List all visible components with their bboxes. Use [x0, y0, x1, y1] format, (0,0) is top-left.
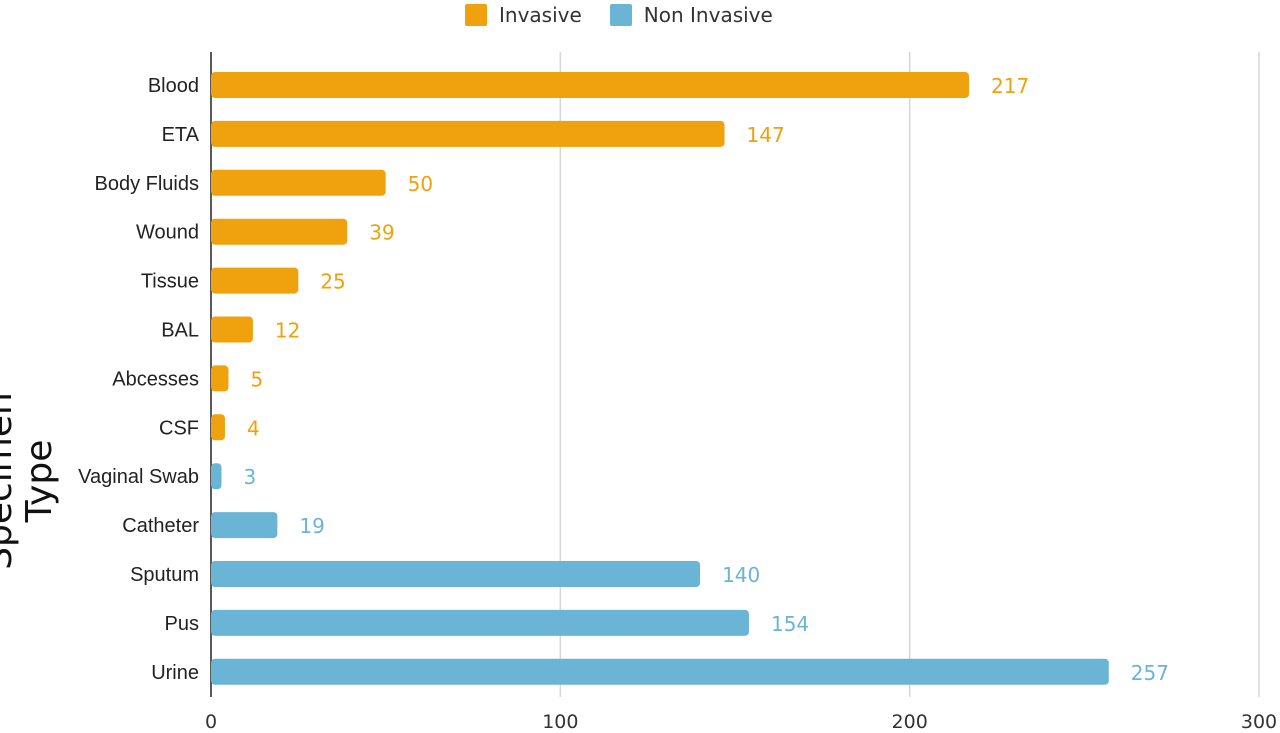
category-label-bal: BAL — [161, 320, 199, 342]
bar-eta — [211, 120, 725, 147]
x-tick-label: 200 — [892, 711, 928, 733]
bar-urine — [211, 658, 1109, 685]
bar-sputum — [211, 561, 701, 587]
bar-vaginal-swab — [211, 463, 222, 490]
bar-pus — [211, 609, 749, 636]
bar-tissue — [211, 267, 299, 294]
category-label-urine: Urine — [151, 662, 199, 684]
category-label-csf: CSF — [159, 417, 199, 439]
category-label-wound: Wound — [136, 222, 199, 244]
value-label-eta: 147 — [747, 123, 785, 147]
bar-abcesses — [211, 365, 229, 392]
value-label-tissue: 25 — [320, 270, 345, 294]
bar-wound — [211, 218, 348, 245]
category-label-abcesses: Abcesses — [112, 368, 199, 390]
bar-blood — [211, 72, 970, 98]
x-tick-label: 300 — [1241, 711, 1277, 733]
value-label-abcesses: 5 — [250, 367, 263, 391]
value-label-body-fluids: 50 — [408, 172, 433, 196]
x-tick-label: 0 — [205, 711, 217, 733]
category-label-tissue: Tissue — [141, 271, 199, 293]
value-label-bal: 12 — [275, 319, 300, 343]
legend-item-invasive[interactable]: Invasive — [465, 3, 582, 27]
legend-swatch-invasive — [465, 4, 487, 26]
legend-item-non-invasive[interactable]: Non Invasive — [609, 3, 773, 27]
value-label-blood: 217 — [991, 74, 1029, 98]
value-label-wound: 39 — [369, 221, 394, 245]
value-label-pus: 154 — [771, 612, 809, 636]
legend: Invasive Non Invasive — [465, 0, 801, 30]
value-label-vaginal-swab: 3 — [243, 465, 256, 489]
category-label-vaginal-swab: Vaginal Swab — [78, 466, 199, 488]
bar-csf — [211, 414, 225, 441]
category-label-eta: ETA — [162, 124, 200, 146]
bar-body-fluids — [211, 169, 386, 196]
category-label-blood: Blood — [148, 75, 199, 97]
value-label-urine: 257 — [1131, 661, 1169, 685]
category-label-catheter: Catheter — [122, 515, 199, 537]
value-label-catheter: 19 — [299, 514, 324, 538]
x-tick-label: 100 — [542, 711, 578, 733]
legend-label-non-invasive: Non Invasive — [643, 3, 773, 27]
legend-swatch-non-invasive — [609, 4, 632, 26]
category-label-body-fluids: Body Fluids — [95, 173, 200, 195]
category-label-sputum: Sputum — [130, 564, 199, 586]
legend-label-invasive: Invasive — [499, 3, 582, 27]
bar-bal — [211, 316, 253, 343]
value-label-sputum: 140 — [722, 563, 760, 587]
value-label-csf: 4 — [247, 416, 260, 440]
bar-catheter — [211, 512, 278, 539]
category-label-pus: Pus — [165, 613, 199, 635]
